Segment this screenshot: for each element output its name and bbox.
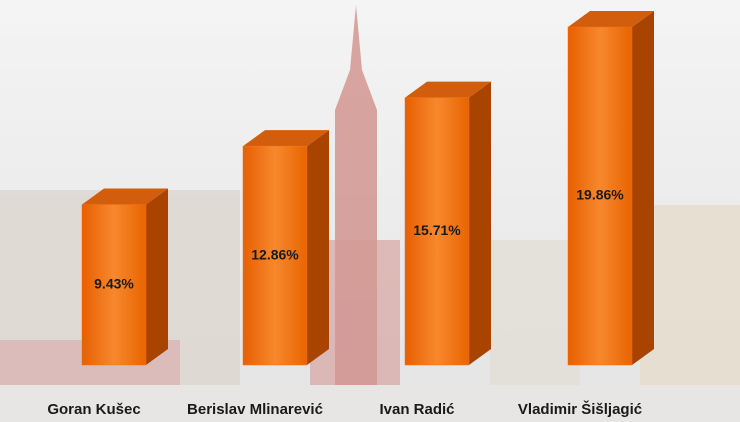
x-tick-label: Ivan Radić (379, 401, 454, 418)
bar (242, 145, 308, 366)
bar (81, 204, 147, 366)
x-tick-label: Vladimir Šišljagić (518, 400, 642, 418)
bar-top (243, 130, 329, 147)
bar (404, 97, 470, 366)
bar-side (469, 81, 491, 366)
x-tick-label: Berislav Mlinarević (187, 401, 323, 418)
bar-top (82, 188, 168, 205)
bar-side (146, 188, 168, 365)
bar-side (632, 11, 654, 365)
bar (567, 26, 633, 366)
value-label: 19.86% (576, 187, 624, 203)
value-label: 12.86% (251, 246, 299, 262)
value-label: 15.71% (413, 222, 461, 238)
bar-side (307, 130, 329, 365)
bar-top (405, 81, 491, 98)
bar-top (568, 11, 654, 27)
x-tick-label: Goran Kušec (47, 401, 140, 418)
value-label: 9.43% (94, 275, 134, 291)
